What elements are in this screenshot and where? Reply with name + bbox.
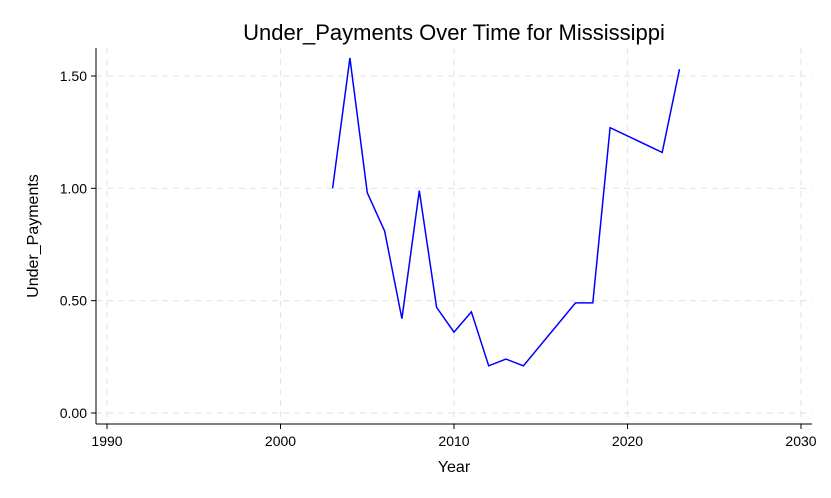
x-tick-label: 2010 (438, 433, 469, 449)
x-tick-label: 2000 (265, 433, 296, 449)
x-tick-label: 2020 (612, 433, 643, 449)
grid (96, 48, 812, 424)
y-tick-label: 0.50 (60, 293, 87, 309)
y-axis-label: Under_Payments (25, 174, 42, 298)
x-axis-ticks: 1990 2000 2010 2020 2030 (91, 424, 817, 449)
y-axis-ticks: 0.00 0.50 1.00 1.50 (60, 68, 96, 421)
x-tick-label: 2030 (785, 433, 816, 449)
y-tick-label: 1.50 (60, 68, 87, 84)
series-line (331, 57, 681, 367)
series-group (331, 57, 681, 367)
x-tick-label: 1990 (91, 433, 122, 449)
y-tick-label: 0.00 (60, 405, 87, 421)
y-tick-label: 1.00 (60, 180, 87, 196)
x-axis-label: Year (438, 459, 471, 476)
chart-title: Under_Payments Over Time for Mississippi (243, 20, 665, 45)
